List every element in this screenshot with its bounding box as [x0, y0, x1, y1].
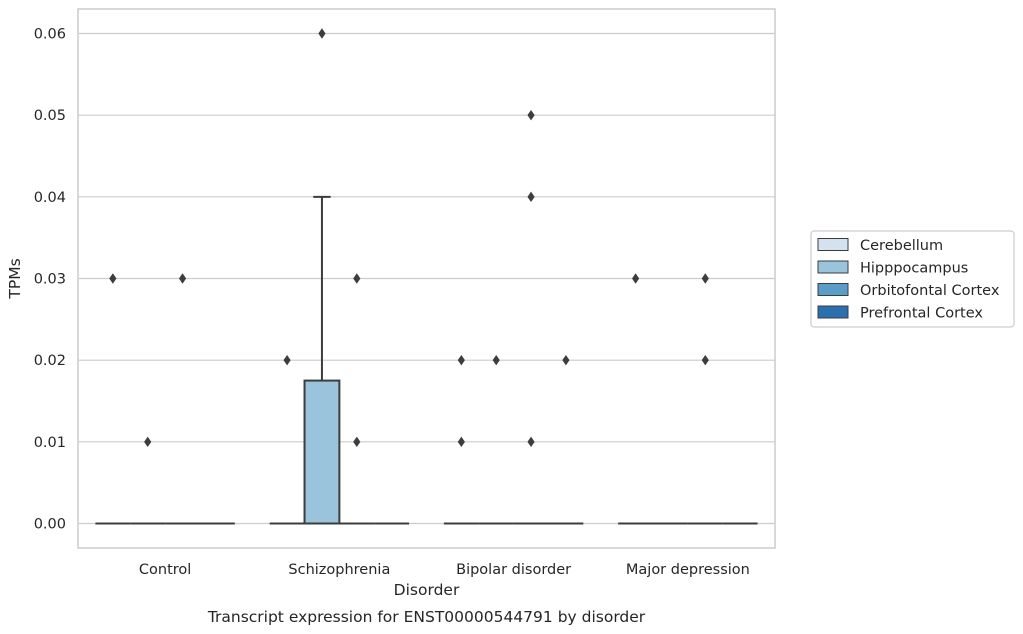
legend-label: Cerebellum	[860, 238, 943, 254]
outlier-point	[178, 273, 187, 284]
box-hipppocampus	[303, 28, 341, 525]
gridlines	[78, 32, 775, 525]
plot-frame	[77, 8, 776, 549]
outlier-point	[353, 273, 361, 284]
outlier-point	[492, 354, 500, 366]
y-tick-label: 0.02	[34, 353, 66, 369]
outlier-point	[527, 191, 535, 203]
box-orbitofontal-cortex	[165, 273, 200, 525]
outlier-point	[353, 436, 361, 448]
x-tick-label: Schizophrenia	[288, 562, 390, 578]
outlier-point	[283, 354, 291, 366]
legend-swatch	[817, 283, 849, 296]
box-orbitofontal-cortex	[339, 273, 375, 525]
legend-label: Orbitofontal Cortex	[860, 283, 1000, 299]
x-tick-label: Bipolar disorder	[456, 562, 571, 578]
box-prefrontal-cortex	[548, 354, 584, 525]
outlier-point	[109, 273, 117, 284]
legend: Cerebellum Hipppocampus Orbitofontal Corte…	[810, 230, 1015, 328]
legend-swatch	[817, 238, 849, 251]
outlier-point	[632, 273, 640, 284]
outlier-point	[457, 354, 465, 366]
y-tick-labels: 0.00 0.01 0.02 0.03 0.04 0.05 0.06	[34, 27, 66, 533]
box-hipppocampus	[478, 354, 514, 525]
y-tick-label: 0.00	[34, 517, 66, 533]
box-cerebellum	[269, 354, 305, 525]
x-tick-label: Major depression	[626, 562, 750, 578]
outlier-point	[457, 436, 465, 448]
outlier-point	[527, 436, 535, 448]
x-axis-title: Disorder	[394, 581, 460, 599]
chart-caption: Transcript expression for ENST0000054479…	[207, 608, 646, 626]
x-tick-labels: Control Schizophrenia Bipolar disorder Majo…	[139, 562, 750, 578]
outlier-point	[144, 436, 152, 448]
legend-label: Hipppocampus	[860, 261, 968, 277]
outlier-point	[527, 109, 535, 121]
y-tick-label: 0.03	[34, 272, 66, 288]
x-tick-label: Control	[139, 562, 191, 578]
y-tick-label: 0.05	[34, 108, 66, 124]
legend-label: Prefrontal Cortex	[860, 306, 983, 322]
box-cerebellum	[618, 273, 654, 525]
y-axis-title: TPMs	[6, 258, 24, 299]
legend-swatch	[817, 305, 849, 319]
box-hipppocampus	[130, 436, 166, 525]
outlier-point	[318, 28, 326, 39]
outlier-point	[701, 273, 709, 284]
box-cerebellum	[443, 354, 479, 525]
y-tick-label: 0.06	[34, 27, 66, 43]
box-body	[303, 379, 341, 525]
outlier-point	[701, 354, 709, 366]
y-tick-label: 0.04	[34, 190, 66, 206]
outlier-point	[562, 354, 570, 366]
box-cerebellum	[95, 273, 131, 525]
box-orbitofontal-cortex	[513, 109, 549, 525]
y-tick-label: 0.01	[34, 435, 66, 451]
legend-swatch	[817, 260, 849, 274]
box-orbitofontal-cortex	[687, 273, 723, 525]
legend-frame	[810, 230, 1015, 328]
boxes	[95, 28, 758, 525]
